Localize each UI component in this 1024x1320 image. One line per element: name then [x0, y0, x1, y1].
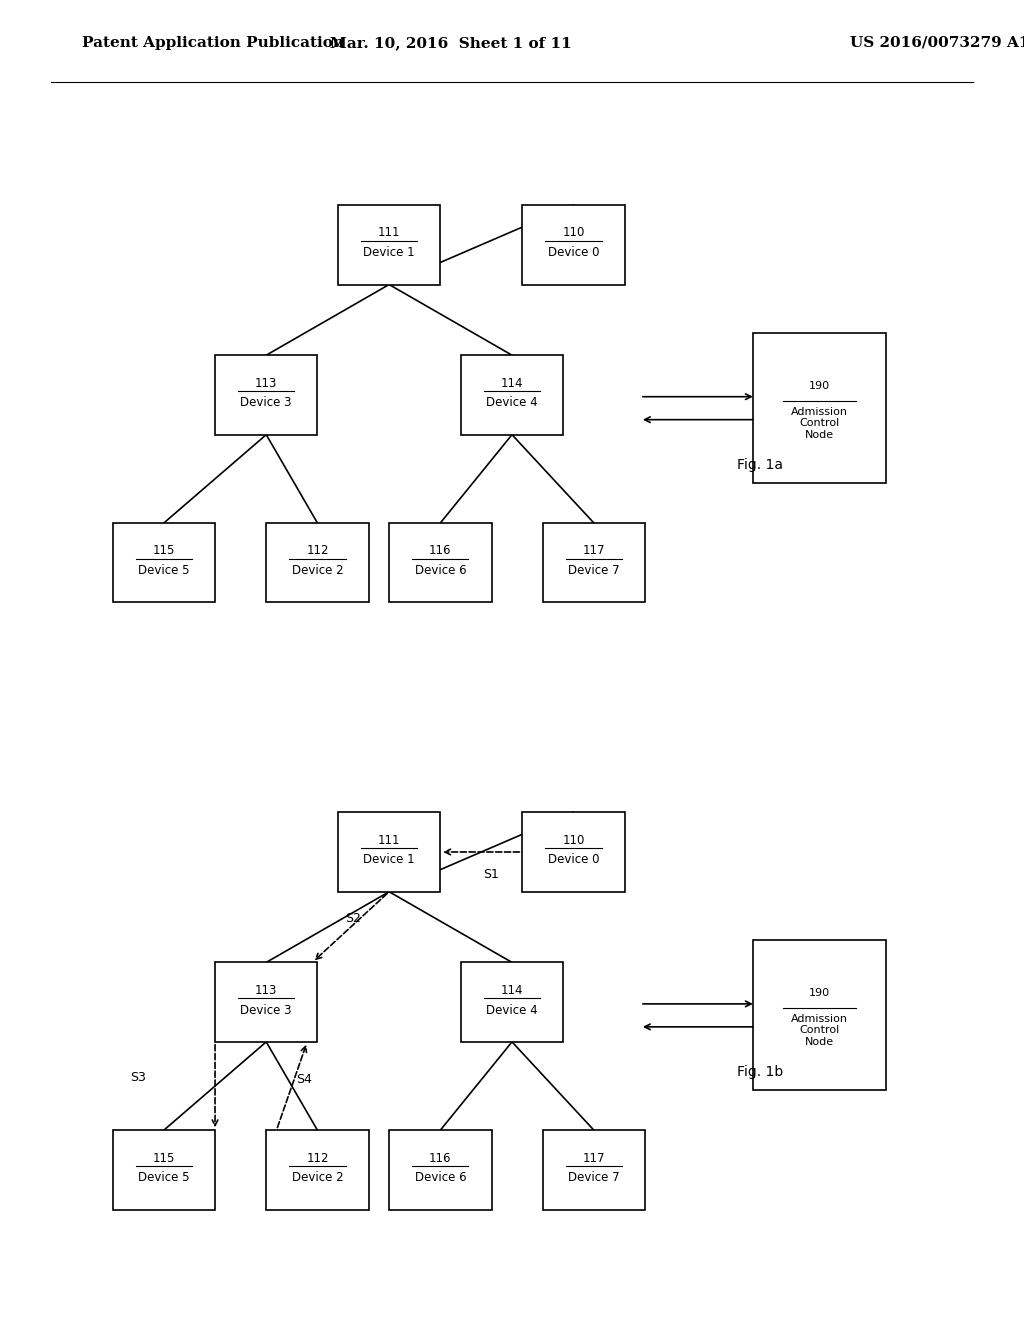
Text: 112: 112 — [306, 544, 329, 557]
Bar — [113, 523, 215, 602]
Text: Device 1: Device 1 — [364, 854, 415, 866]
Text: Device 5: Device 5 — [138, 1171, 189, 1184]
Text: 117: 117 — [583, 544, 605, 557]
Text: 114: 114 — [501, 376, 523, 389]
Text: 111: 111 — [378, 226, 400, 239]
Text: Device 5: Device 5 — [138, 564, 189, 577]
Text: Mar. 10, 2016  Sheet 1 of 11: Mar. 10, 2016 Sheet 1 of 11 — [330, 36, 571, 50]
Text: 113: 113 — [255, 983, 278, 997]
Text: 190: 190 — [809, 987, 829, 998]
Text: Device 6: Device 6 — [415, 1171, 466, 1184]
Text: Admission
Control
Node: Admission Control Node — [791, 1014, 848, 1047]
Bar — [522, 205, 625, 285]
Text: Fig. 1b: Fig. 1b — [737, 1065, 783, 1080]
Text: 111: 111 — [378, 833, 400, 846]
Bar — [389, 523, 492, 602]
Bar — [753, 940, 886, 1090]
Text: 112: 112 — [306, 1151, 329, 1164]
Text: Patent Application Publication: Patent Application Publication — [82, 36, 344, 50]
Text: 110: 110 — [562, 833, 585, 846]
Text: Device 3: Device 3 — [241, 396, 292, 409]
Text: S2: S2 — [345, 912, 361, 925]
Bar — [266, 1130, 369, 1209]
Bar — [215, 355, 317, 434]
Text: 116: 116 — [429, 544, 452, 557]
Bar — [543, 523, 645, 602]
Text: Device 2: Device 2 — [292, 564, 343, 577]
Bar — [543, 1130, 645, 1209]
Text: 113: 113 — [255, 376, 278, 389]
Bar — [753, 333, 886, 483]
Text: Device 2: Device 2 — [292, 1171, 343, 1184]
Text: Device 1: Device 1 — [364, 247, 415, 259]
Text: Device 7: Device 7 — [568, 564, 620, 577]
Text: S4: S4 — [296, 1073, 312, 1086]
Text: Device 3: Device 3 — [241, 1003, 292, 1016]
Text: Device 4: Device 4 — [486, 1003, 538, 1016]
Text: S1: S1 — [483, 867, 500, 880]
Text: 117: 117 — [583, 1151, 605, 1164]
Text: Device 4: Device 4 — [486, 396, 538, 409]
Text: 190: 190 — [809, 380, 829, 391]
Text: S3: S3 — [130, 1071, 146, 1084]
Bar — [113, 1130, 215, 1209]
Bar — [389, 1130, 492, 1209]
Text: Fig. 1a: Fig. 1a — [737, 458, 783, 473]
Text: 110: 110 — [562, 226, 585, 239]
Text: Device 6: Device 6 — [415, 564, 466, 577]
Text: Device 7: Device 7 — [568, 1171, 620, 1184]
Text: 116: 116 — [429, 1151, 452, 1164]
Text: 115: 115 — [153, 1151, 175, 1164]
Bar — [461, 355, 563, 434]
Text: 115: 115 — [153, 544, 175, 557]
Text: US 2016/0073279 A1: US 2016/0073279 A1 — [850, 36, 1024, 50]
Bar — [266, 523, 369, 602]
Bar — [215, 962, 317, 1041]
Bar — [461, 962, 563, 1041]
Text: Device 0: Device 0 — [548, 854, 599, 866]
Bar — [522, 812, 625, 892]
Text: Device 0: Device 0 — [548, 247, 599, 259]
Bar — [338, 205, 440, 285]
Text: Admission
Control
Node: Admission Control Node — [791, 407, 848, 440]
Text: 114: 114 — [501, 983, 523, 997]
Bar — [338, 812, 440, 892]
